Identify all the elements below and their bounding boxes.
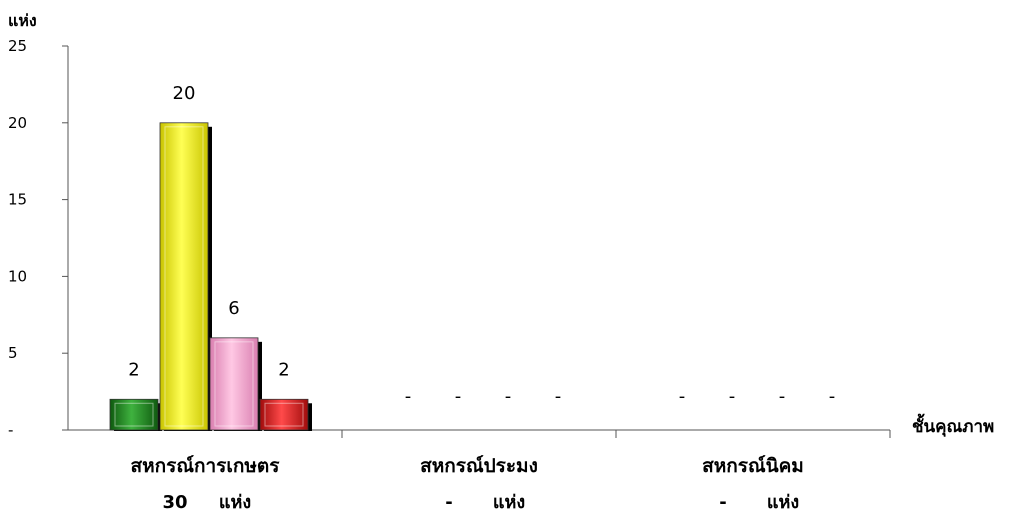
y-tick-label: -	[8, 421, 13, 439]
data-label: -	[829, 386, 836, 407]
data-label: -	[505, 386, 512, 407]
data-label: 2	[128, 359, 139, 380]
data-label: -	[779, 386, 786, 407]
y-tick-label: 15	[8, 191, 27, 209]
category-label: สหกรณ์ประมง	[420, 455, 538, 477]
data-labels: 2 20 6 2 - - - - - - - -	[128, 83, 835, 407]
category-count: -	[445, 492, 452, 513]
category-unit: แห่ง	[767, 492, 799, 513]
data-label: -	[729, 386, 736, 407]
bar	[109, 398, 159, 431]
data-label: 6	[228, 298, 239, 319]
bar-bevel	[114, 402, 154, 427]
data-label: -	[455, 386, 462, 407]
x-axis-title: ชั้นคุณภาพ	[912, 413, 994, 437]
y-axis-title: แห่ง	[8, 11, 37, 30]
data-label: 20	[173, 83, 196, 104]
category-label: สหกรณ์การเกษตร	[131, 455, 281, 477]
bar-bevel	[164, 126, 204, 427]
y-tick-label: 20	[8, 114, 27, 132]
category-count: 30	[162, 492, 187, 513]
category-count: -	[719, 492, 726, 513]
data-label: -	[555, 386, 562, 407]
data-label: -	[405, 386, 412, 407]
bars	[109, 122, 312, 432]
y-tick-label: 10	[8, 267, 27, 285]
y-tick-label: 25	[8, 37, 27, 55]
bar-bevel	[264, 402, 304, 427]
y-tick-label: 5	[8, 344, 18, 362]
category-unit: แห่ง	[219, 492, 251, 513]
bar-bevel	[214, 341, 254, 427]
x-ticks	[341, 430, 891, 438]
category-labels: สหกรณ์การเกษตร 30 แห่ง สหกรณ์ประมง - แห่ง สหกร…	[131, 455, 804, 513]
category-label: สหกรณ์นิคม	[702, 455, 804, 477]
bar	[209, 337, 259, 431]
category-unit: แห่ง	[493, 492, 525, 513]
bar	[259, 398, 309, 431]
data-label: -	[679, 386, 686, 407]
bar	[159, 122, 209, 431]
y-ticks: - 5 10 15 20 25	[8, 37, 68, 439]
data-label: 2	[278, 359, 289, 380]
